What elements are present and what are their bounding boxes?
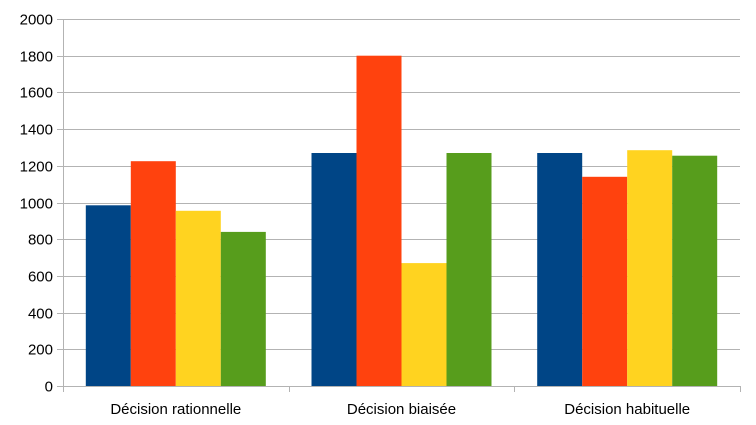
bar-series-2-1: [356, 55, 402, 386]
bar-series-2-0: [130, 161, 176, 386]
x-category-label: Décision biaisée: [347, 401, 456, 418]
bar-series-1-0: [85, 205, 131, 386]
x-category-label: Décision rationnelle: [110, 401, 241, 418]
bar-series-1-2: [537, 153, 583, 386]
axes: [57, 19, 741, 392]
y-tick-label: 1000: [20, 196, 53, 213]
y-tick-label: 1400: [20, 122, 53, 139]
y-tick-label: 600: [28, 269, 53, 286]
bar-series-3-2: [627, 150, 673, 386]
bar-series-3-1: [401, 263, 447, 386]
y-tick-label: 1800: [20, 49, 53, 66]
bars: [85, 55, 718, 386]
y-tick-label: 1200: [20, 159, 53, 176]
bar-series-1-1: [311, 153, 357, 386]
bar-series-4-0: [220, 231, 266, 386]
x-category-label: Décision habituelle: [564, 401, 690, 418]
bar-series-4-1: [446, 153, 492, 386]
y-tick-label: 0: [45, 379, 53, 396]
y-tick-label: 200: [28, 342, 53, 359]
x-category-labels: Décision rationnelle Décision biaisée Déci…: [110, 401, 690, 418]
y-tick-label: 1600: [20, 85, 53, 102]
bar-series-3-0: [175, 210, 221, 386]
y-tick-labels: 0 200 400 600 800 1000 1200 1400 1600 1800 2000: [20, 12, 53, 396]
bar-series-2-2: [582, 176, 628, 386]
bar-series-4-2: [672, 155, 718, 386]
y-tick-label: 800: [28, 232, 53, 249]
y-tick-label: 2000: [20, 12, 53, 29]
y-tick-label: 400: [28, 306, 53, 323]
